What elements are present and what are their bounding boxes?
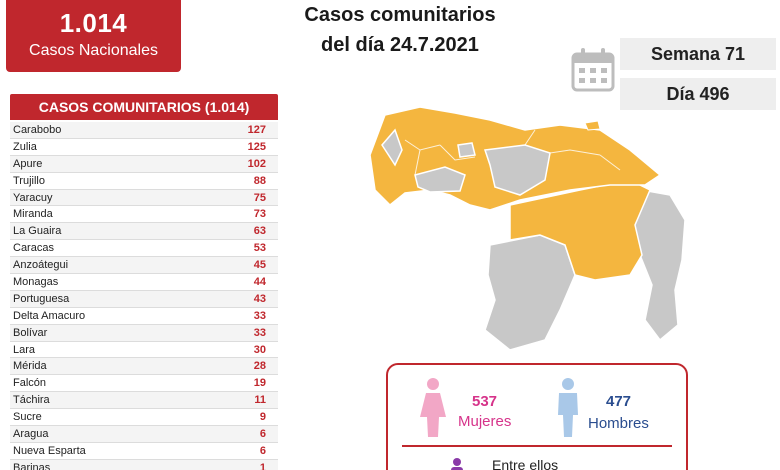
- state-cases: 53: [253, 242, 266, 255]
- state-cases: 33: [253, 326, 266, 339]
- day-counter: Día 496: [620, 78, 776, 110]
- state-name: Portuguesa: [13, 292, 70, 305]
- state-cases: 125: [247, 140, 266, 153]
- female-count: 537: [472, 393, 498, 410]
- state-name: Nueva Esparta: [13, 444, 86, 457]
- table-row: Mérida 28: [10, 358, 278, 376]
- table-row: Falcón 19: [10, 375, 278, 393]
- table-row: Caracas 53: [10, 240, 278, 258]
- calendar-icon: [571, 48, 615, 92]
- table-row: Trujillo 88: [10, 173, 278, 190]
- state-name: Sucre: [13, 411, 42, 424]
- state-cases: 1: [259, 461, 266, 470]
- state-cases: 11: [254, 394, 266, 407]
- state-cases: 28: [253, 360, 266, 373]
- table-row: Sucre 9: [10, 409, 278, 427]
- state-name: Anzoátegui: [13, 259, 69, 272]
- table-row: Lara 30: [10, 342, 278, 359]
- cases-table: CASOS COMUNITARIOS (1.014) Carabobo 127 Zu…: [10, 94, 278, 470]
- state-cases: 19: [253, 377, 266, 390]
- state-cases: 6: [259, 444, 266, 457]
- table-row: Táchira 11: [10, 392, 278, 410]
- national-cases-label: Casos Nacionales: [29, 42, 158, 59]
- map-region-barinas: [414, 166, 466, 193]
- state-cases: 44: [253, 275, 266, 288]
- table-row: Bolívar 33: [10, 324, 278, 342]
- state-name: Yaracuy: [13, 191, 53, 204]
- cases-table-header: CASOS COMUNITARIOS (1.014): [10, 94, 278, 120]
- state-cases: 43: [253, 292, 266, 305]
- gender-card: 537 Mujeres 477 Hombres Entre ellos: [386, 363, 688, 470]
- state-cases: 88: [253, 174, 266, 187]
- page-title: Casos comunitarios del día 24.7.2021: [250, 0, 550, 60]
- state-name: Zulia: [13, 140, 37, 153]
- table-row: Monagas 44: [10, 274, 278, 291]
- state-name: Aragua: [13, 427, 49, 440]
- state-name: Bolívar: [13, 326, 48, 339]
- state-name: Mérida: [13, 360, 47, 373]
- table-row: Carabobo 127: [10, 122, 278, 139]
- state-cases: 63: [253, 225, 266, 238]
- state-name: Barinas: [13, 461, 51, 470]
- state-name: Apure: [13, 157, 43, 170]
- week-counter: Semana 71: [620, 38, 776, 70]
- state-name: Trujillo: [13, 174, 45, 187]
- state-cases: 127: [247, 123, 266, 136]
- state-cases: 30: [253, 343, 266, 356]
- state-cases: 102: [247, 157, 266, 170]
- title-line-2: del día 24.7.2021: [321, 34, 479, 56]
- state-name: Miranda: [13, 208, 53, 221]
- female-icon: [420, 378, 446, 437]
- table-row: Barinas 1: [10, 459, 278, 470]
- gender-divider: [402, 445, 672, 447]
- between-label: Entre ellos: [492, 457, 559, 470]
- table-row: Yaracuy 75: [10, 189, 278, 207]
- state-cases: 45: [253, 259, 266, 272]
- table-row: Zulia 125: [10, 139, 278, 156]
- state-name: Carabobo: [13, 123, 62, 136]
- person-icon: [451, 458, 463, 470]
- map-region-guarico: [483, 144, 551, 196]
- map-region-aragua: [457, 142, 476, 158]
- table-row: Apure 102: [10, 155, 278, 173]
- table-row: Delta Amacuro 33: [10, 308, 278, 325]
- state-cases: 9: [259, 411, 266, 424]
- venezuela-map: [369, 106, 686, 351]
- state-name: La Guaira: [13, 225, 62, 238]
- female-label: Mujeres: [458, 413, 512, 430]
- state-name: Falcón: [13, 377, 47, 390]
- state-name: Delta Amacuro: [13, 309, 86, 322]
- state-cases: 73: [253, 208, 266, 221]
- state-name: Táchira: [13, 394, 50, 407]
- male-label: Hombres: [588, 415, 649, 432]
- national-cases-badge: 1.014 Casos Nacionales: [6, 0, 181, 72]
- cases-table-rows: Carabobo 127 Zulia 125 Apure 102 Trujillo 88 Yar…: [10, 122, 278, 470]
- state-name: Caracas: [13, 242, 54, 255]
- table-row: Anzoátegui 45: [10, 257, 278, 275]
- state-cases: 33: [253, 309, 266, 322]
- state-name: Lara: [13, 343, 36, 356]
- map-region-amazonas: [484, 234, 576, 351]
- table-row: Aragua 6: [10, 426, 278, 443]
- table-row: Miranda 73: [10, 206, 278, 224]
- male-icon: [558, 378, 578, 437]
- state-cases: 6: [259, 427, 266, 440]
- map-region-nueva-esparta: [584, 120, 601, 131]
- map-region-zulia-lake: [381, 128, 403, 167]
- state-cases: 75: [253, 191, 266, 204]
- national-cases-number: 1.014: [59, 8, 128, 38]
- male-count: 477: [606, 393, 632, 410]
- table-row: La Guaira 63: [10, 223, 278, 241]
- state-name: Monagas: [13, 275, 59, 288]
- table-row: Nueva Esparta 6: [10, 443, 278, 460]
- title-line-1: Casos comunitarios: [304, 4, 496, 26]
- table-row: Portuguesa 43: [10, 290, 278, 308]
